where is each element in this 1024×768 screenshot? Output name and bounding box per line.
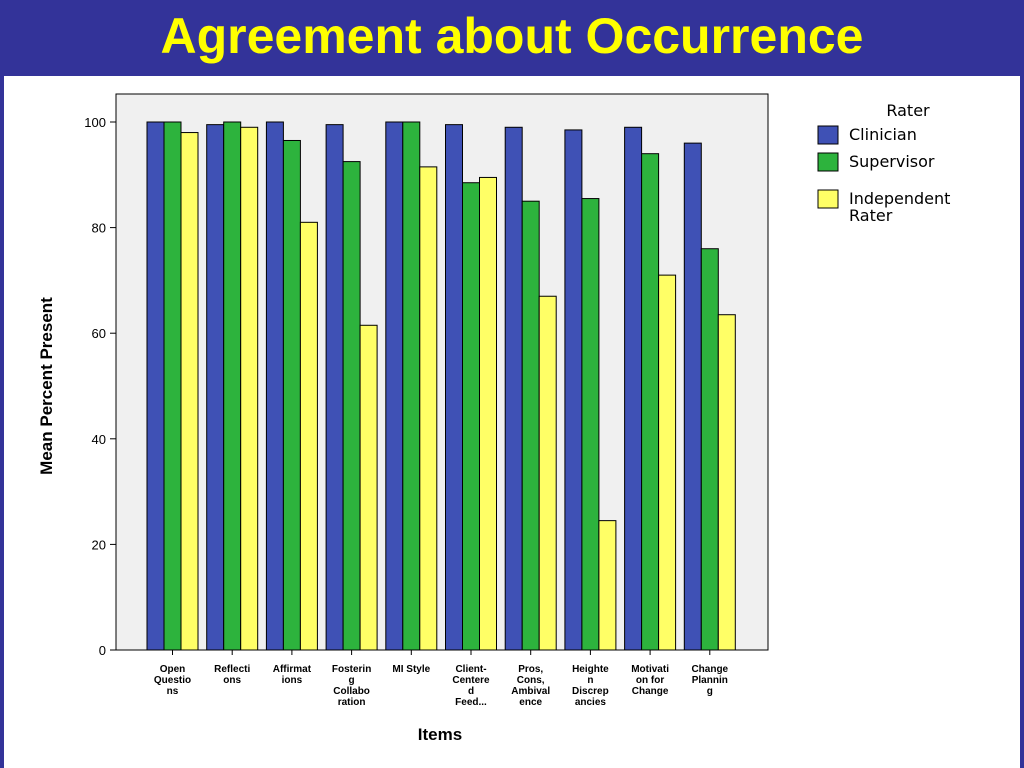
y-tick-label: 20 [92, 537, 106, 552]
y-tick-label: 0 [99, 643, 106, 658]
x-tick-label: Reflecti ons [214, 664, 250, 686]
bar-clinician [206, 124, 225, 651]
title-band: Agreement about Occurrence [0, 0, 1024, 76]
bar-independent-rater [717, 314, 736, 651]
legend-swatch-independent-rater [817, 189, 839, 209]
bar-clinician [146, 121, 165, 651]
bar-independent-rater [479, 176, 497, 651]
bar-clinician [385, 121, 404, 651]
bar-clinician [265, 121, 284, 651]
x-tick-label: Pros, Cons, Ambival ence [511, 664, 550, 708]
bar-clinician [683, 142, 702, 651]
bar-supervisor [402, 121, 421, 651]
x-tick-label: Fosterin g Collabo ration [332, 664, 371, 708]
bar-independent-rater [359, 324, 378, 651]
bar-supervisor [223, 121, 242, 651]
legend-label: Supervisor [849, 152, 935, 171]
x-axis-title: Items [418, 725, 462, 744]
legend-swatch-clinician [817, 125, 839, 145]
y-tick-label: 100 [84, 115, 106, 130]
bar-supervisor [700, 248, 719, 651]
bar-independent-rater [598, 520, 617, 651]
legend-title: Rater [886, 101, 930, 120]
x-tick-label: Motivati on for Change [631, 664, 669, 697]
bar-clinician [504, 126, 523, 651]
legend-label: Independent Rater [849, 189, 950, 225]
bar-supervisor [521, 200, 540, 651]
x-tick-label: Open Questio ns [154, 664, 191, 697]
bar-clinician [445, 124, 463, 651]
bar-supervisor [282, 139, 301, 651]
x-tick-label: Heighte n Discrep ancies [572, 664, 609, 708]
bar-clinician [325, 124, 344, 651]
bar-supervisor [163, 121, 182, 651]
x-tick-label: Client-Centere d Feed... [452, 664, 490, 708]
bar-clinician [564, 129, 583, 651]
y-tick-label: 60 [92, 326, 106, 341]
legend-label: Clinician [849, 125, 917, 144]
bar-supervisor [641, 153, 660, 651]
bar-independent-rater [180, 132, 199, 651]
bar-supervisor [342, 161, 361, 651]
y-tick-label: 40 [92, 432, 106, 447]
x-tick-label: MI Style [392, 664, 430, 675]
y-tick-label: 80 [92, 221, 106, 236]
bar-chart: 0 20 40 60 80 100 Open Questio ns Reflecti ons Affi… [37, 93, 950, 744]
y-axis-title: Mean Percent Present [37, 297, 56, 475]
bar-independent-rater [240, 126, 259, 651]
bar-supervisor [462, 182, 480, 651]
bar-clinician [624, 126, 643, 651]
x-tick-label: Affirmat ions [273, 664, 312, 686]
x-tick-label: Change Plannin g [691, 664, 728, 697]
page-title: Agreement about Occurrence [160, 8, 864, 64]
bar-independent-rater [538, 295, 557, 651]
bar-independent-rater [419, 166, 438, 651]
bar-independent-rater [658, 274, 677, 651]
bar-supervisor [581, 198, 600, 651]
legend-swatch-supervisor [817, 152, 839, 172]
bar-independent-rater [299, 221, 318, 651]
slide-content: 0 20 40 60 80 100 Open Questio ns Reflecti ons Affi… [4, 76, 1020, 768]
